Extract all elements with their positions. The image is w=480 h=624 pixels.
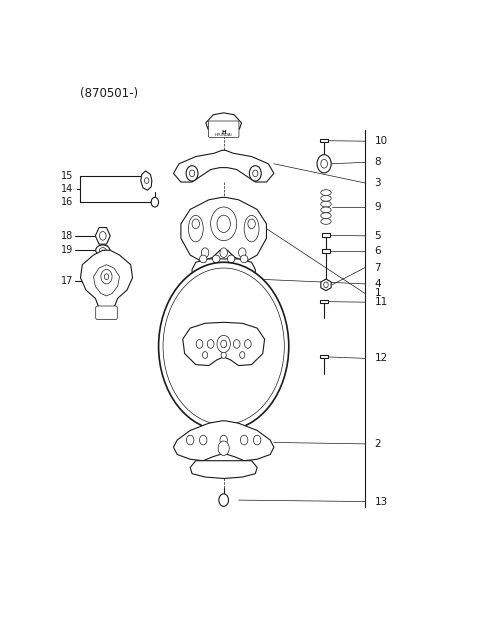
Ellipse shape: [96, 245, 110, 256]
Circle shape: [104, 274, 109, 280]
FancyBboxPatch shape: [208, 121, 239, 137]
Circle shape: [99, 232, 106, 240]
Text: 9: 9: [374, 202, 381, 212]
Ellipse shape: [213, 255, 220, 263]
Circle shape: [321, 160, 327, 168]
Circle shape: [186, 166, 198, 181]
Polygon shape: [181, 197, 266, 261]
Ellipse shape: [321, 213, 331, 218]
Circle shape: [203, 352, 208, 358]
Circle shape: [220, 436, 228, 445]
Text: 7: 7: [374, 263, 381, 273]
Text: 11: 11: [374, 297, 387, 307]
Ellipse shape: [240, 255, 248, 263]
Ellipse shape: [244, 215, 259, 242]
Circle shape: [239, 248, 246, 258]
Polygon shape: [96, 228, 110, 244]
Circle shape: [101, 270, 112, 284]
Text: 5: 5: [374, 231, 381, 241]
Circle shape: [211, 207, 237, 241]
Circle shape: [200, 436, 207, 445]
Circle shape: [217, 266, 230, 283]
Circle shape: [233, 339, 240, 348]
Ellipse shape: [321, 190, 331, 195]
Circle shape: [240, 279, 248, 289]
Text: 10: 10: [374, 136, 387, 146]
Circle shape: [317, 155, 331, 173]
Polygon shape: [190, 461, 257, 479]
Text: 15: 15: [60, 171, 73, 181]
Circle shape: [200, 279, 207, 289]
Circle shape: [219, 494, 228, 506]
Circle shape: [321, 163, 327, 172]
Circle shape: [163, 268, 284, 425]
Text: 18: 18: [61, 231, 73, 241]
Circle shape: [186, 436, 194, 445]
FancyBboxPatch shape: [322, 250, 330, 253]
Circle shape: [202, 248, 209, 258]
Polygon shape: [206, 113, 241, 129]
Circle shape: [196, 339, 203, 348]
Text: HYUNDAI: HYUNDAI: [215, 133, 232, 137]
Text: 4: 4: [374, 279, 381, 289]
Polygon shape: [141, 171, 152, 190]
Circle shape: [158, 262, 289, 431]
Circle shape: [253, 436, 261, 445]
Circle shape: [249, 166, 261, 181]
Ellipse shape: [99, 248, 106, 253]
Ellipse shape: [321, 207, 331, 213]
Circle shape: [220, 248, 228, 258]
Polygon shape: [173, 421, 274, 461]
Circle shape: [218, 441, 229, 456]
Circle shape: [151, 197, 158, 207]
Ellipse shape: [321, 195, 331, 202]
Text: 12: 12: [374, 353, 387, 363]
Circle shape: [248, 219, 255, 228]
Circle shape: [244, 339, 251, 348]
Polygon shape: [321, 279, 331, 291]
Text: 16: 16: [61, 197, 73, 207]
Polygon shape: [94, 265, 120, 296]
Text: 14: 14: [61, 184, 73, 194]
Circle shape: [240, 352, 245, 358]
Polygon shape: [81, 250, 132, 308]
FancyBboxPatch shape: [321, 300, 328, 303]
Circle shape: [217, 215, 230, 233]
Circle shape: [221, 340, 227, 348]
Text: 8: 8: [374, 157, 381, 167]
Circle shape: [217, 335, 230, 353]
Circle shape: [240, 436, 248, 445]
Circle shape: [221, 270, 227, 278]
Text: 2: 2: [374, 439, 381, 449]
Text: 1: 1: [374, 288, 381, 298]
FancyBboxPatch shape: [96, 306, 117, 319]
Circle shape: [252, 170, 258, 177]
Text: 17: 17: [60, 276, 73, 286]
Ellipse shape: [188, 215, 203, 242]
Polygon shape: [183, 323, 264, 366]
Circle shape: [221, 352, 226, 358]
FancyBboxPatch shape: [321, 139, 328, 142]
Text: 19: 19: [61, 245, 73, 255]
Text: 6: 6: [374, 246, 381, 256]
Ellipse shape: [228, 255, 235, 263]
FancyBboxPatch shape: [322, 233, 330, 236]
Ellipse shape: [321, 202, 331, 207]
FancyBboxPatch shape: [321, 355, 328, 358]
Ellipse shape: [321, 218, 331, 224]
Circle shape: [207, 339, 214, 348]
Polygon shape: [192, 259, 255, 298]
Polygon shape: [173, 150, 274, 182]
Circle shape: [144, 178, 149, 183]
Text: H: H: [221, 130, 226, 135]
Ellipse shape: [200, 255, 207, 263]
Text: (870501-): (870501-): [81, 87, 139, 100]
Circle shape: [324, 282, 328, 288]
Circle shape: [192, 219, 200, 228]
Circle shape: [220, 339, 227, 348]
Text: 3: 3: [374, 178, 381, 188]
Circle shape: [190, 170, 195, 177]
Text: 13: 13: [374, 497, 387, 507]
